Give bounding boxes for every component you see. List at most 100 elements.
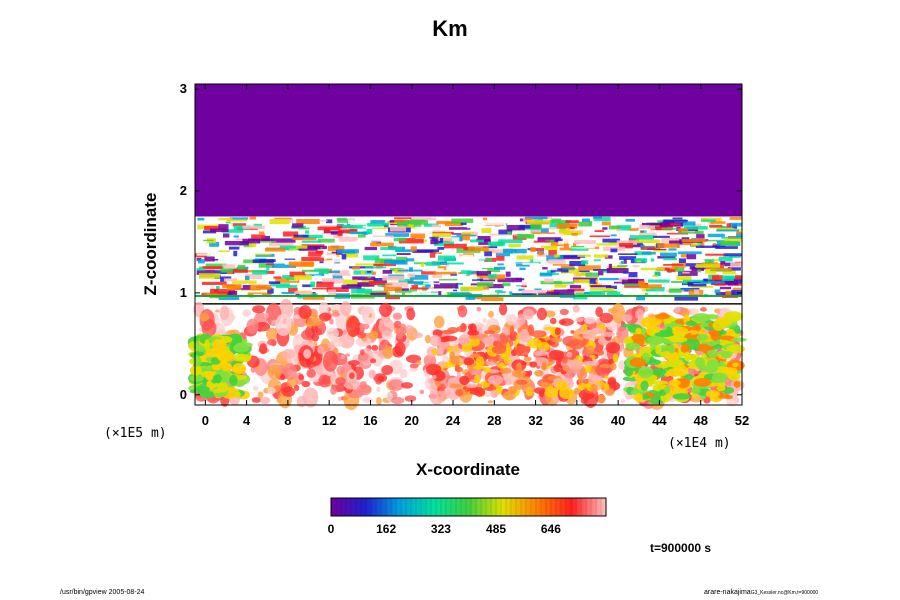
band-cell — [266, 265, 270, 271]
lower-cell — [260, 396, 271, 405]
band-cell — [530, 247, 536, 252]
band-cell — [431, 224, 441, 228]
lower-cell — [549, 317, 557, 325]
band-cell — [575, 292, 593, 296]
lower-cell-green — [703, 346, 715, 351]
lower-cell-green — [189, 365, 203, 376]
band-cell — [284, 258, 296, 261]
plume-cell — [441, 335, 458, 342]
band-cell — [575, 272, 591, 277]
lower-cell-green — [723, 311, 744, 322]
lower-cell-green — [728, 372, 741, 381]
plume-cell — [533, 350, 549, 356]
band-cell — [242, 238, 261, 244]
band-cell — [363, 255, 380, 261]
band-cell — [701, 262, 719, 265]
band-cell — [723, 253, 742, 257]
band-cell — [705, 253, 725, 256]
lower-cell — [351, 364, 357, 370]
band-cell — [294, 291, 313, 295]
plume-cell — [475, 356, 485, 368]
band-cell — [433, 252, 442, 254]
lower-cell — [318, 301, 329, 316]
band-cell — [326, 287, 349, 292]
band-cell — [295, 245, 308, 249]
band-cell — [483, 220, 507, 226]
band-cell — [532, 232, 556, 234]
band-cell — [365, 266, 387, 269]
band-cell — [639, 224, 656, 229]
band-cell — [430, 239, 439, 245]
band-cell — [370, 220, 386, 224]
band-cell — [538, 292, 560, 297]
band-cell — [249, 216, 257, 220]
band-cell — [251, 234, 266, 239]
band-cell — [679, 242, 694, 246]
band-cell — [644, 292, 648, 295]
band-cell — [466, 270, 482, 273]
plume-cell — [541, 361, 548, 371]
lower-cell-green — [672, 393, 691, 400]
band-cell — [351, 288, 372, 294]
plume-cell — [544, 386, 559, 398]
band-cell — [589, 291, 605, 296]
plume-cell — [499, 367, 512, 374]
plume-cell — [474, 387, 486, 397]
band-cell — [431, 235, 440, 241]
band-cell — [429, 252, 436, 258]
x-tick-label: 4 — [242, 413, 251, 428]
band-cell — [411, 284, 418, 289]
plume-cell — [571, 347, 577, 359]
plume-cell — [590, 384, 599, 393]
band-cell — [327, 245, 345, 251]
band-cell — [364, 246, 377, 251]
plume-cell — [530, 330, 547, 338]
band-cell — [268, 281, 281, 284]
plume-cell — [501, 326, 509, 334]
band-cell — [695, 263, 721, 268]
x-tick-label: 36 — [569, 413, 585, 428]
lower-cell-green — [685, 320, 697, 327]
lower-cell — [376, 397, 382, 406]
lower-cell — [281, 386, 296, 397]
lower-cell — [362, 397, 374, 403]
band-cell — [367, 224, 383, 227]
band-cell — [598, 270, 604, 276]
plume-cell — [505, 378, 512, 386]
band-cell — [589, 235, 610, 238]
lower-cell-green — [216, 349, 234, 362]
band-cell — [533, 256, 542, 262]
band-cell — [552, 264, 576, 266]
plume-cell — [591, 331, 597, 338]
lower-cell — [311, 333, 320, 342]
band-cell — [214, 276, 232, 280]
lower-cell — [306, 317, 322, 327]
band-cell — [341, 224, 367, 229]
band-cell — [370, 236, 390, 242]
band-cell — [714, 282, 726, 286]
band-cell — [712, 275, 724, 281]
lower-cell — [319, 312, 332, 322]
band-cell — [384, 259, 406, 264]
band-cell — [469, 239, 485, 243]
band-cell — [465, 294, 476, 300]
band-cell — [657, 256, 676, 259]
band-cell — [382, 254, 397, 257]
plume-cell — [450, 355, 460, 365]
band-cell — [527, 248, 531, 251]
lower-cell — [257, 329, 262, 332]
band-cell — [367, 276, 372, 279]
band-cell — [460, 256, 486, 260]
band-cell — [218, 295, 240, 301]
band-cell — [640, 230, 644, 233]
band-cell — [640, 267, 665, 271]
lower-cell-green — [211, 339, 227, 351]
band-cell — [628, 272, 638, 278]
lower-cell — [357, 331, 367, 339]
band-cell — [571, 233, 578, 236]
band-cell — [634, 258, 648, 263]
plume-cell — [579, 365, 587, 377]
band-cell — [563, 230, 582, 236]
band-cell — [449, 237, 460, 242]
band-cell — [555, 238, 563, 241]
